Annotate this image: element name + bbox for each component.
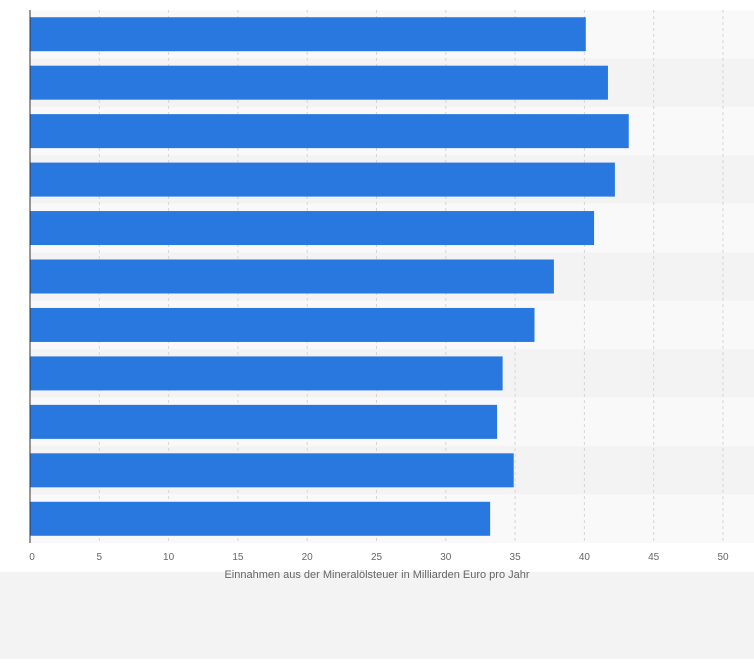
footer-area — [0, 572, 754, 659]
x-axis-label: Einnahmen aus der Mineralölsteuer in Mil… — [224, 569, 529, 581]
x-tick-label: 10 — [163, 552, 175, 563]
bar[interactable] — [30, 501, 491, 536]
bars — [30, 17, 629, 536]
x-tick-label: 50 — [717, 552, 729, 563]
x-tick-label: 5 — [97, 552, 103, 563]
x-tick-label: 40 — [579, 552, 591, 563]
x-tick-label: 20 — [302, 552, 314, 563]
bar[interactable] — [30, 17, 586, 52]
x-tick-label: 35 — [510, 552, 522, 563]
x-tick-labels: 0 5 10 15 20 25 30 35 40 45 50 — [29, 552, 729, 563]
x-tick-label: 25 — [371, 552, 383, 563]
bar[interactable] — [30, 65, 608, 100]
x-tick-label: 15 — [232, 552, 244, 563]
bar[interactable] — [30, 356, 503, 391]
bar[interactable] — [30, 114, 629, 149]
bar[interactable] — [30, 404, 498, 439]
bar[interactable] — [30, 259, 554, 294]
bar[interactable] — [30, 307, 535, 342]
x-tick-label: 45 — [648, 552, 660, 563]
x-tick-label: 30 — [440, 552, 452, 563]
bar[interactable] — [30, 453, 514, 488]
bar[interactable] — [30, 162, 615, 197]
x-tick-label: 0 — [29, 552, 35, 563]
bar[interactable] — [30, 211, 595, 246]
